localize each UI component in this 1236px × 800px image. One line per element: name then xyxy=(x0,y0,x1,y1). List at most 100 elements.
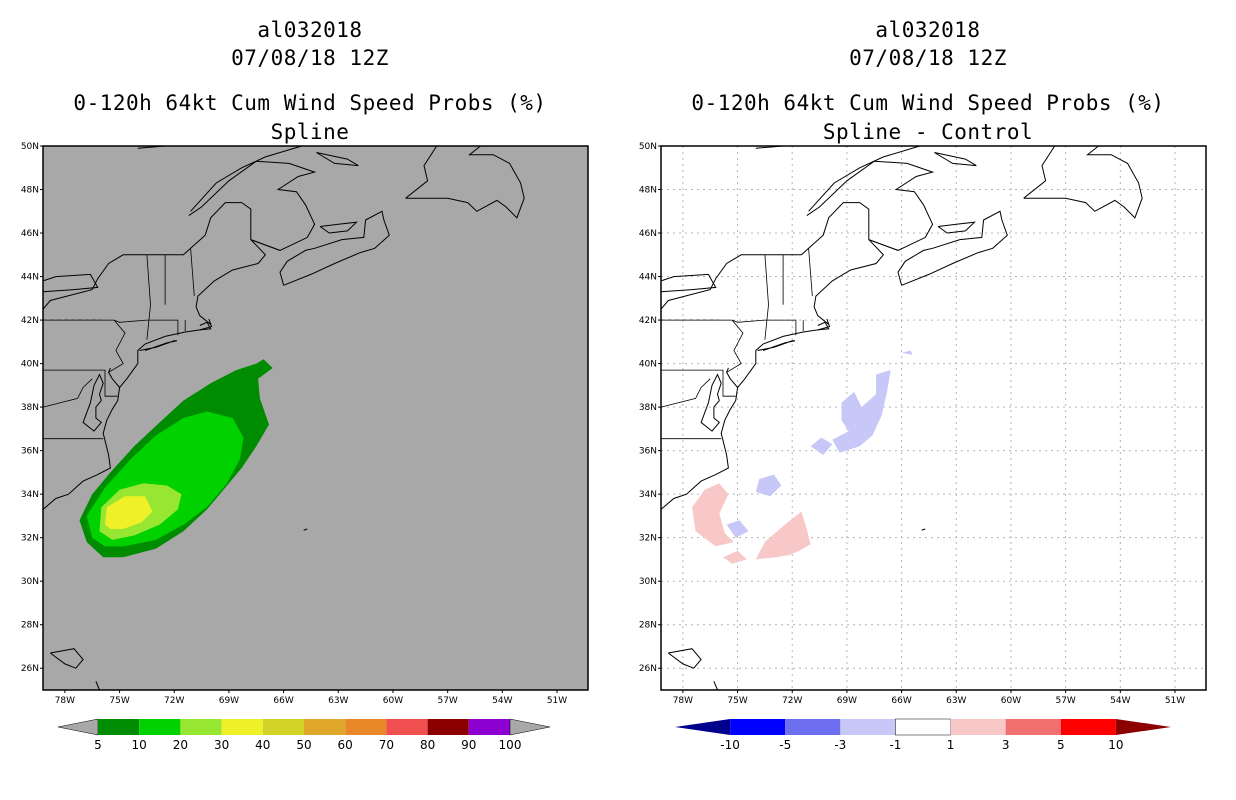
latitude-label: 48N xyxy=(639,186,657,196)
colorbar-segment xyxy=(262,719,304,735)
colorbar-segment xyxy=(386,719,428,735)
latitude-label: 44N xyxy=(639,273,657,283)
coastline xyxy=(50,648,84,669)
colorbar-segment xyxy=(345,719,387,735)
colorbar-label: 40 xyxy=(255,738,270,752)
coastline xyxy=(1023,145,1143,219)
latitude-label: 36N xyxy=(639,447,657,457)
longitude-label: 54W xyxy=(492,696,512,706)
colorbar-upper-triangle xyxy=(1115,719,1171,735)
longitude-label: 69W xyxy=(219,696,239,706)
colorbar-label: 60 xyxy=(338,738,353,752)
latitude-label: 36N xyxy=(21,447,39,457)
coastline xyxy=(319,221,358,234)
latitude-label: 38N xyxy=(21,403,39,413)
colorbar-label: 100 xyxy=(499,738,522,752)
coastline xyxy=(199,321,212,331)
latitude-label: 46N xyxy=(21,229,39,239)
coastline xyxy=(82,373,104,432)
coastline xyxy=(660,202,885,510)
coastline xyxy=(42,202,267,510)
negative-difference-area xyxy=(755,474,782,497)
coastline xyxy=(817,321,830,331)
longitude-label: 66W xyxy=(891,696,911,706)
coastline xyxy=(405,145,525,219)
latitude-label: 26N xyxy=(639,664,657,674)
longitude-label: 72W xyxy=(782,696,802,706)
coastline xyxy=(108,367,120,388)
colorbar-upper-triangle xyxy=(509,718,551,736)
coastline xyxy=(1023,145,1056,199)
colorbar-label: -3 xyxy=(834,738,846,752)
colorbar-label: 10 xyxy=(132,738,147,752)
coastline xyxy=(188,160,317,251)
colorbar-segment xyxy=(139,719,181,735)
colorbar-label: -1 xyxy=(889,738,901,752)
positive-difference-area xyxy=(755,511,811,560)
latitude-label: 38N xyxy=(639,403,657,413)
state-border xyxy=(250,239,281,251)
probability-contour xyxy=(105,496,153,529)
colorbar-segment xyxy=(468,719,510,735)
latitude-label: 42N xyxy=(21,316,39,326)
latitude-label: 44N xyxy=(21,273,39,283)
negative-difference-area xyxy=(726,520,749,538)
colorbar-label: 30 xyxy=(214,738,229,752)
state-border xyxy=(726,319,744,373)
latitude-label: 32N xyxy=(21,534,39,544)
latitude-label: 30N xyxy=(21,577,39,587)
state-border xyxy=(146,254,151,340)
latitude-label: 42N xyxy=(639,316,657,326)
product-title: 0-120h 64kt Cum Wind Speed Probs (%) xyxy=(691,91,1165,115)
positive-difference-area xyxy=(692,483,734,547)
longitude-label: 57W xyxy=(437,696,457,706)
state-border xyxy=(660,378,711,408)
colorbar-lower-triangle xyxy=(57,718,99,736)
latitude-label: 32N xyxy=(639,534,657,544)
state-border xyxy=(808,248,813,297)
state-border xyxy=(868,239,899,251)
longitude-label: 63W xyxy=(946,696,966,706)
colorbar-segment xyxy=(98,719,140,735)
longitude-label: 78W xyxy=(673,696,693,706)
latitude-label: 40N xyxy=(21,360,39,370)
map-frame xyxy=(42,145,589,691)
colorbar-label: 50 xyxy=(296,738,311,752)
colorbar-segment xyxy=(304,719,346,735)
product-title: 0-120h 64kt Cum Wind Speed Probs (%) xyxy=(73,91,547,115)
state-border xyxy=(108,319,126,373)
coastline xyxy=(139,340,178,351)
colorbar-label: 20 xyxy=(173,738,188,752)
coastline xyxy=(42,273,99,293)
coastline xyxy=(726,367,738,388)
latitude-label: 28N xyxy=(21,621,39,631)
storm-id: al032018 xyxy=(257,18,363,42)
coastline xyxy=(700,373,722,432)
colorbar-segment xyxy=(427,719,469,735)
coastline xyxy=(316,152,359,167)
colorbar-label: -5 xyxy=(779,738,791,752)
latitude-label: 50N xyxy=(21,142,39,152)
latitude-label: 50N xyxy=(639,142,657,152)
colorbar-label: 1 xyxy=(947,738,955,752)
latitude-label: 28N xyxy=(639,621,657,631)
colorbar-segment xyxy=(785,719,841,735)
longitude-label: 75W xyxy=(109,696,129,706)
forecast-datetime: 07/08/18 12Z xyxy=(849,46,1007,70)
colorbar-label: 80 xyxy=(420,738,435,752)
colorbar-label: 90 xyxy=(461,738,476,752)
colorbar-segment xyxy=(895,718,951,736)
state-border xyxy=(146,319,179,336)
right-panel: al032018 07/08/18 12Z 0-120h 64kt Cum Wi… xyxy=(628,0,1228,800)
longitude-label: 66W xyxy=(273,696,293,706)
coastline xyxy=(660,273,717,293)
longitude-label: 51W xyxy=(1165,696,1185,706)
coastline xyxy=(405,145,438,199)
colorbar-lower-triangle xyxy=(675,719,731,735)
difference-map: 50N 48N 46N 44N 42N 40N 38N 36N 34N 32N 30N 28N 26N 7… xyxy=(639,142,1207,752)
coastline xyxy=(668,648,702,669)
colorbar-segment xyxy=(221,719,263,735)
colorbar-segment xyxy=(180,719,222,735)
map-subtitle: Spline - Control xyxy=(822,120,1034,144)
latitude-label: 26N xyxy=(21,664,39,674)
